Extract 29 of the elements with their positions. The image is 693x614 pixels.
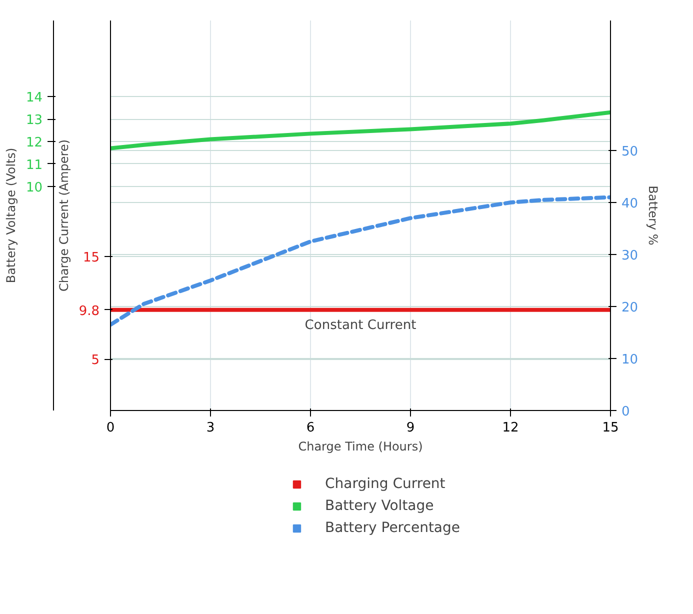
y3-tick-label: 20 (622, 300, 638, 316)
x-tick-label: 15 (602, 420, 619, 436)
y2-axis-title: Battery Voltage (Volts) (4, 148, 18, 284)
y3-tick-label: 10 (622, 352, 638, 368)
y2-tick-label: 14 (26, 90, 43, 106)
x-tick-label: 3 (206, 420, 215, 436)
y3-tick-label: 0 (622, 404, 630, 420)
legend-label: Battery Voltage (324, 498, 434, 514)
x-tick-label: 12 (502, 420, 519, 436)
y-axis-title: Charge Current (Ampere) (56, 139, 71, 292)
x-axis-title: Charge Time (Hours) (298, 440, 423, 454)
legend-label: Charging Current (324, 476, 446, 492)
y-tick-label: 15 (82, 250, 100, 266)
legend-label: Battery Percentage (324, 520, 460, 536)
y2-tick-label: 11 (26, 158, 43, 173)
x-tick-label: 6 (306, 420, 315, 436)
y2-tick-label: 12 (26, 136, 43, 151)
y3-tick-label: 50 (622, 144, 638, 160)
x-tick-label: 0 (106, 420, 115, 436)
y3-tick-label: 40 (622, 196, 638, 212)
line-series (110, 110, 610, 150)
y2-tick-label: 10 (26, 180, 43, 196)
y-tick-label: 9.8 (78, 304, 100, 319)
y-tick-label: 5 (91, 353, 100, 368)
x-tick-label: 9 (406, 420, 415, 436)
y2-tick-label: 13 (26, 113, 43, 128)
y3-axis-title: Battery % (646, 186, 660, 246)
y3-tick-label: 30 (622, 248, 638, 264)
annotation: Constant Current (304, 318, 416, 333)
